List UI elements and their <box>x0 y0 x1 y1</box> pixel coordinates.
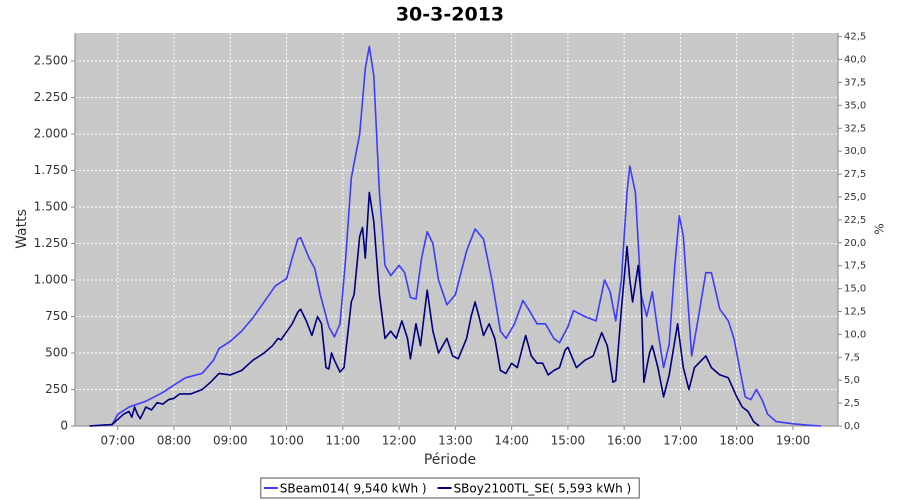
y2-tick-label: 7,5 <box>844 352 860 363</box>
y2-tick-label: 27,5 <box>844 169 866 180</box>
x-tick-label: 10:00 <box>269 434 304 448</box>
y-tick-label: 500 <box>45 346 68 360</box>
y2-tick-label: 15,0 <box>844 284 866 295</box>
y2-tick-label: 0,0 <box>844 421 860 432</box>
y-tick-label: 750 <box>45 309 68 323</box>
y-tick-label: 1.500 <box>34 200 68 214</box>
y-tick-label: 1.000 <box>34 273 68 287</box>
y2-tick-label: 25,0 <box>844 192 866 203</box>
x-tick-label: 13:00 <box>438 434 473 448</box>
x-tick-label: 11:00 <box>326 434 361 448</box>
y2-tick-label: 2,5 <box>844 398 860 409</box>
chart-title: 30-3-2013 <box>396 4 504 26</box>
series-line <box>89 191 760 427</box>
y-tick-label: 2.500 <box>34 54 68 68</box>
y-tick-label: 1.250 <box>34 236 68 250</box>
legend-label: SBeam014( 9,540 kWh ) <box>280 482 427 496</box>
legend: SBeam014( 9,540 kWh ) SBoy2100TL_SE( 5,59… <box>260 477 640 499</box>
x-tick-label: 08:00 <box>157 434 192 448</box>
y2-tick-label: 5,0 <box>844 375 860 386</box>
series-line <box>89 45 822 427</box>
y2-tick-label: 17,5 <box>844 261 866 272</box>
legend-label: SBoy2100TL_SE( 5,593 kWh ) <box>454 482 632 496</box>
x-tick-label: 14:00 <box>494 434 529 448</box>
y2-tick-label: 20,0 <box>844 238 866 249</box>
y-tick-label: 0 <box>60 419 68 433</box>
x-tick-label: 09:00 <box>213 434 248 448</box>
y2-tick-label: 42,5 <box>844 32 866 43</box>
y-tick-label: 250 <box>45 382 68 396</box>
x-tick-label: 15:00 <box>551 434 586 448</box>
y2-tick-label: 37,5 <box>844 77 866 88</box>
x-axis-label: Période <box>424 452 476 468</box>
x-tick-label: 19:00 <box>776 434 811 448</box>
x-tick-label: 07:00 <box>100 434 135 448</box>
y-tick-label: 2.250 <box>34 90 68 104</box>
y2-tick-label: 35,0 <box>844 100 866 111</box>
x-tick-label: 17:00 <box>663 434 698 448</box>
y-axis-label: Watts <box>14 209 30 249</box>
y2-axis-label: % <box>873 223 887 234</box>
plot-area <box>75 33 838 426</box>
y2-tick-label: 32,5 <box>844 123 866 134</box>
y2-tick-label: 12,5 <box>844 306 866 317</box>
y2-tick-label: 40,0 <box>844 55 866 66</box>
y2-tick-label: 22,5 <box>844 215 866 226</box>
y2-tick-label: 10,0 <box>844 329 866 340</box>
x-tick-label: 16:00 <box>607 434 642 448</box>
x-tick-label: 18:00 <box>719 434 754 448</box>
y-tick-label: 2.000 <box>34 127 68 141</box>
y2-tick-label: 30,0 <box>844 146 866 157</box>
y-tick-label: 1.750 <box>34 163 68 177</box>
x-tick-label: 12:00 <box>382 434 417 448</box>
